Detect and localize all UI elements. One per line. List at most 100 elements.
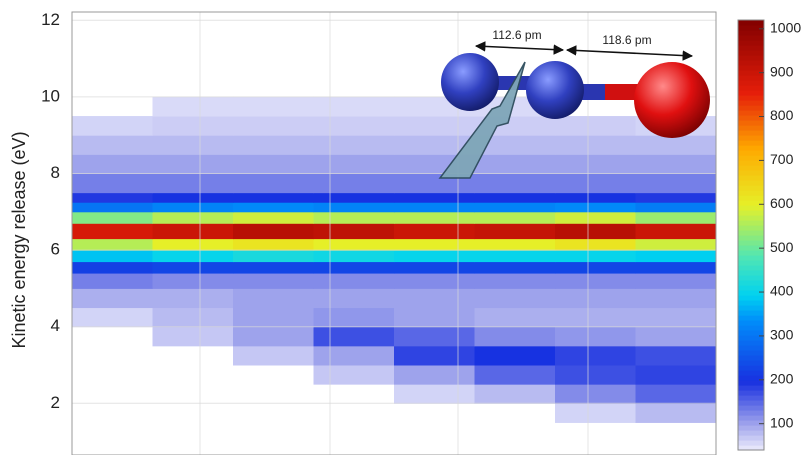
heatmap-cell — [72, 273, 153, 289]
heatmap-cell — [72, 250, 153, 263]
heatmap-cell — [474, 173, 556, 194]
heatmap-cell — [233, 211, 314, 224]
colorbar-step — [738, 255, 764, 261]
heatmap-cell — [152, 192, 234, 203]
colorbar-step — [738, 150, 764, 156]
colorbar-step — [738, 405, 764, 411]
heatmap-cell — [152, 273, 234, 289]
y-tick-label: 8 — [51, 163, 60, 182]
heatmap-cell — [394, 364, 475, 385]
colorbar-step — [738, 105, 764, 111]
heatmap-cell — [555, 261, 636, 274]
heatmap-cell — [152, 211, 234, 224]
heatmap-cell — [152, 307, 234, 328]
heatmap-cell — [635, 261, 717, 274]
heatmap-cell — [555, 211, 636, 224]
colorbar-step — [738, 185, 764, 191]
colorbar-step — [738, 195, 764, 201]
heatmap-cell — [474, 154, 556, 174]
colorbar-step — [738, 190, 764, 196]
colorbar-step — [738, 40, 764, 46]
heatmap-cell — [313, 307, 395, 328]
heatmap-cell — [72, 173, 153, 194]
heatmap-cell — [474, 261, 556, 274]
heatmap-cell — [474, 273, 556, 289]
annotation: 112.6 pm — [492, 28, 541, 42]
heatmap-cell — [394, 384, 475, 404]
colorbar-step — [738, 30, 764, 36]
heatmap-cell — [233, 154, 314, 174]
heatmap-cell — [635, 154, 717, 174]
colorbar-step — [738, 265, 764, 271]
heatmap-cell — [72, 202, 153, 213]
colorbar-step — [738, 35, 764, 41]
heatmap-cell — [152, 288, 234, 309]
heatmap-cell — [233, 96, 314, 117]
colorbar-step — [738, 55, 764, 61]
colorbar-step — [738, 325, 764, 331]
heatmap-cell — [313, 211, 395, 224]
colorbar-step — [738, 400, 764, 406]
heatmap-cell — [152, 202, 234, 213]
heatmap-cell — [474, 223, 556, 240]
heatmap-cell — [635, 202, 717, 213]
colorbar-step — [738, 180, 764, 186]
colorbar-step — [738, 170, 764, 176]
colorbar-step — [738, 85, 764, 91]
heatmap-cell — [555, 250, 636, 263]
heatmap-cell — [555, 154, 636, 174]
colorbar-step — [738, 75, 764, 81]
heatmap-cell — [233, 173, 314, 194]
colorbar-tick-label: 800 — [770, 107, 794, 123]
colorbar-step — [738, 145, 764, 151]
colorbar-step — [738, 90, 764, 96]
heatmap-cell — [72, 192, 153, 203]
heatmap-cell — [394, 238, 475, 251]
colorbar-step — [738, 240, 764, 246]
heatmap-cell — [152, 223, 234, 240]
colorbar-step — [738, 280, 764, 286]
colorbar-step — [738, 205, 764, 211]
heatmap-cell — [394, 116, 475, 136]
colorbar-step — [738, 260, 764, 266]
colorbar-step — [738, 300, 764, 306]
colorbar-step — [738, 290, 764, 296]
heatmap-cell — [394, 288, 475, 309]
heatmap-cell — [233, 261, 314, 274]
colorbar-tick-label: 100 — [770, 414, 794, 430]
heatmap — [72, 96, 717, 423]
heatmap-cell — [233, 135, 314, 155]
heatmap-cell — [394, 223, 475, 240]
heatmap-cell — [635, 135, 717, 155]
colorbar-step — [738, 365, 764, 371]
heatmap-cell — [555, 135, 636, 155]
heatmap-cell — [313, 173, 395, 194]
colorbar-step — [738, 200, 764, 206]
heatmap-cell — [313, 238, 395, 251]
heatmap-cell — [555, 202, 636, 213]
colorbar-step — [738, 315, 764, 321]
heatmap-cell — [313, 116, 395, 136]
heatmap-cell — [635, 250, 717, 263]
colorbar-step — [738, 335, 764, 341]
heatmap-cell — [72, 116, 153, 136]
heatmap-cell — [72, 223, 153, 240]
heatmap-cell — [555, 326, 636, 347]
y-tick-label: 6 — [51, 240, 60, 259]
colorbar-step — [738, 215, 764, 221]
colorbar-step — [738, 50, 764, 56]
heatmap-cell — [555, 173, 636, 194]
colorbar-step — [738, 235, 764, 241]
heatmap-cell — [474, 384, 556, 404]
colorbar-step — [738, 70, 764, 76]
heatmap-cell — [313, 345, 395, 366]
colorbar-step — [738, 165, 764, 171]
y-tick-label: 12 — [41, 10, 60, 29]
colorbar — [738, 20, 764, 451]
heatmap-cell — [555, 223, 636, 240]
heatmap-cell — [474, 211, 556, 224]
colorbar-step — [738, 160, 764, 166]
colorbar-step — [738, 140, 764, 146]
heatmap-cell — [313, 288, 395, 309]
